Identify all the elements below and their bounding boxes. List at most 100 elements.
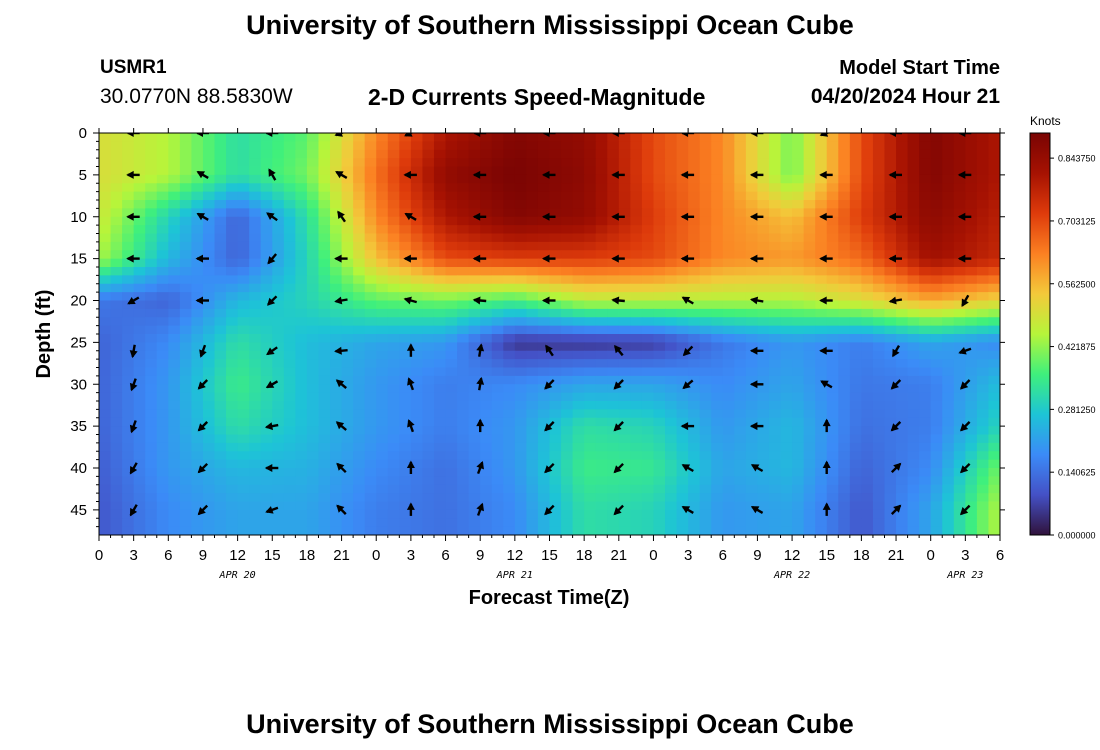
heat-cell <box>480 426 493 436</box>
heat-cell <box>826 308 839 318</box>
heat-cell <box>399 484 412 494</box>
heat-cell <box>364 208 377 218</box>
heat-cell <box>168 426 181 436</box>
heat-cell <box>872 359 886 369</box>
heat-cell <box>561 509 574 519</box>
heat-cell <box>249 283 262 293</box>
heat-cell <box>457 375 470 385</box>
heat-cell <box>202 493 216 503</box>
heat-cell <box>907 451 920 461</box>
heat-cell <box>260 359 273 369</box>
heat-cell <box>988 375 1000 385</box>
heat-cell <box>953 141 966 151</box>
heat-cell <box>468 334 481 343</box>
heat-cell <box>306 317 320 327</box>
heat-cell <box>711 484 724 494</box>
heat-cell <box>387 208 400 218</box>
heat-cell <box>503 183 516 193</box>
heat-cell <box>179 451 193 461</box>
heat-cell <box>433 308 447 318</box>
heat-cell <box>653 141 666 151</box>
heat-cell <box>399 367 412 377</box>
heat-cell <box>330 476 343 486</box>
heat-cell <box>179 233 193 243</box>
heat-cell <box>861 267 874 276</box>
heat-cell <box>618 317 631 327</box>
heat-cell <box>503 459 516 469</box>
heat-cell <box>838 426 851 436</box>
heat-cell <box>976 241 990 251</box>
heat-cell <box>122 392 135 402</box>
heat-cell <box>699 141 712 151</box>
heat-cell <box>376 401 389 410</box>
heat-cell <box>526 526 539 535</box>
heat-cell <box>653 501 666 511</box>
heat-cell <box>665 133 678 142</box>
heat-cell <box>849 258 862 268</box>
heat-cell <box>503 501 516 511</box>
heat-cell <box>387 359 400 369</box>
heat-cell <box>468 484 481 494</box>
heat-cell <box>376 384 389 394</box>
heat-cell <box>387 526 400 535</box>
heat-cell <box>376 493 389 503</box>
current-arrow <box>472 170 487 179</box>
heat-cell <box>133 342 146 352</box>
heat-cell <box>318 174 331 184</box>
heat-cell <box>249 258 262 268</box>
heat-cell <box>803 191 816 201</box>
heat-cell <box>468 250 481 260</box>
heat-cell <box>503 300 516 310</box>
heat-cell <box>491 468 504 477</box>
heat-cell <box>942 208 955 218</box>
heat-cell <box>884 292 897 302</box>
heat-cell <box>537 241 551 251</box>
heat-cell <box>491 158 504 168</box>
heat-cell <box>122 300 135 310</box>
heat-cell <box>745 334 759 343</box>
heat-cell <box>734 208 747 218</box>
heat-cell <box>757 133 770 142</box>
heat-cell <box>838 191 851 201</box>
heat-cell <box>896 208 909 218</box>
heat-cell <box>965 216 978 226</box>
heat-cell <box>930 317 943 327</box>
heat-cell <box>376 442 389 452</box>
heat-cell <box>630 241 643 251</box>
heat-cell <box>122 401 135 410</box>
heat-cell <box>907 174 920 184</box>
heat-cell <box>792 149 805 159</box>
heat-cell <box>792 384 805 394</box>
heat-cell <box>757 501 770 511</box>
heat-cell <box>630 417 643 427</box>
heat-cell <box>145 250 158 260</box>
heat-cell <box>896 434 909 444</box>
heat-cell <box>468 493 481 503</box>
heat-cell <box>226 133 239 142</box>
heat-cell <box>330 208 343 218</box>
heat-cell <box>526 250 539 260</box>
heat-cell <box>711 493 724 503</box>
heat-cell <box>99 375 112 385</box>
heat-cell <box>226 183 239 193</box>
heat-cell <box>722 258 735 268</box>
heat-cell <box>330 233 343 243</box>
heat-cell <box>422 292 435 302</box>
heat-cell <box>826 133 839 142</box>
heat-cell <box>283 359 296 369</box>
heat-cell <box>226 174 239 184</box>
heat-cell <box>711 384 724 394</box>
heat-cell <box>318 468 331 477</box>
heat-cell <box>953 392 966 402</box>
heat-cell <box>457 384 470 394</box>
heat-cell <box>514 300 527 310</box>
heat-cell <box>803 174 816 184</box>
heat-cell <box>468 325 481 335</box>
heat-cell <box>884 250 897 260</box>
x-tick-label: 0 <box>927 547 935 564</box>
heat-cell <box>688 417 701 427</box>
current-arrow <box>126 212 140 221</box>
heat-cell <box>976 501 990 511</box>
heat-cell <box>122 174 135 184</box>
heat-cell <box>306 518 320 528</box>
